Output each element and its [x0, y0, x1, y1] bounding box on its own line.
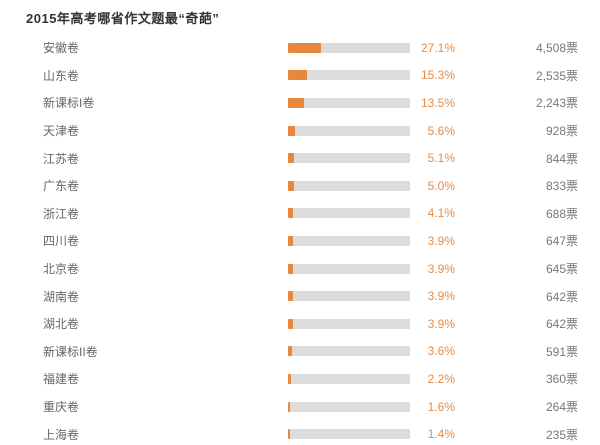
percent-value: 5.0%: [427, 178, 455, 193]
percent-value: 2.2%: [427, 371, 455, 386]
vote-count: 591票: [545, 344, 578, 359]
percent-value: 5.6%: [427, 123, 455, 138]
bar-fill: [288, 291, 293, 302]
vote-count: 928票: [545, 124, 578, 139]
row-label: 山东卷: [43, 68, 80, 83]
row-label: 天津卷: [43, 124, 80, 139]
poll-row: 北京卷 3.9% 645票: [0, 255, 600, 283]
vote-count: 2,535票: [535, 68, 578, 83]
bar-track: [288, 318, 410, 329]
percent-value: 1.4%: [427, 427, 455, 442]
poll-row: 新课标I卷 13.5% 2,243票: [0, 89, 600, 117]
bar-track: [288, 208, 410, 219]
percent-value: 3.6%: [427, 344, 455, 359]
bar-track: [288, 125, 410, 136]
row-label: 广东卷: [43, 179, 80, 194]
poll-row: 福建卷 2.2% 360票: [0, 365, 600, 393]
poll-title: 2015年高考哪省作文题最“奇葩”: [26, 11, 220, 26]
bar-track: [288, 429, 410, 440]
bar-track: [288, 42, 410, 53]
bar-fill: [288, 401, 290, 412]
poll-row: 浙江卷 4.1% 688票: [0, 200, 600, 228]
vote-count: 688票: [545, 206, 578, 221]
bar-fill: [288, 346, 293, 357]
poll-row: 江苏卷 5.1% 844票: [0, 144, 600, 172]
row-label: 福建卷: [43, 372, 80, 387]
vote-count: 4,508票: [535, 41, 578, 56]
vote-count: 360票: [545, 372, 578, 387]
row-label: 浙江卷: [43, 206, 80, 221]
poll-row: 新课标II卷 3.6% 591票: [0, 338, 600, 366]
bar-track: [288, 346, 410, 357]
vote-count: 647票: [545, 234, 578, 249]
poll-row: 山东卷 15.3% 2,535票: [0, 62, 600, 90]
bar-fill: [288, 263, 293, 274]
percent-value: 4.1%: [427, 206, 455, 221]
poll-row: 四川卷 3.9% 647票: [0, 227, 600, 255]
percent-value: 3.9%: [427, 289, 455, 304]
vote-count: 2,243票: [535, 96, 578, 111]
poll-row: 湖南卷 3.9% 642票: [0, 282, 600, 310]
bar-fill: [288, 235, 293, 246]
percent-value: 3.9%: [427, 261, 455, 276]
percent-value: 15.3%: [420, 68, 455, 83]
row-label: 北京卷: [43, 262, 80, 277]
row-label: 湖南卷: [43, 289, 80, 304]
poll-row: 上海卷 1.4% 235票: [0, 420, 600, 445]
bar-track: [288, 70, 410, 81]
bar-fill: [288, 208, 293, 219]
bar-track: [288, 373, 410, 384]
row-label: 四川卷: [43, 234, 80, 249]
vote-count: 844票: [545, 151, 578, 166]
bar-track: [288, 97, 410, 108]
bar-fill: [288, 429, 290, 440]
bar-fill: [288, 97, 305, 108]
bar-fill: [288, 318, 293, 329]
vote-count: 235票: [545, 427, 578, 442]
row-label: 重庆卷: [43, 400, 80, 415]
percent-value: 13.5%: [420, 95, 455, 110]
vote-count: 833票: [545, 179, 578, 194]
bar-fill: [288, 180, 295, 191]
vote-count: 642票: [545, 289, 578, 304]
row-label: 新课标II卷: [43, 344, 98, 359]
percent-value: 5.1%: [427, 151, 455, 166]
bar-fill: [288, 42, 322, 53]
poll-row: 安徽卷 27.1% 4,508票: [0, 34, 600, 62]
bar-track: [288, 235, 410, 246]
poll-row: 天津卷 5.6% 928票: [0, 117, 600, 145]
poll-row: 重庆卷 1.6% 264票: [0, 393, 600, 421]
percent-value: 27.1%: [420, 40, 455, 55]
vote-count: 642票: [545, 317, 578, 332]
poll-row: 湖北卷 3.9% 642票: [0, 310, 600, 338]
bar-track: [288, 180, 410, 191]
row-label: 湖北卷: [43, 317, 80, 332]
bar-track: [288, 401, 410, 412]
row-label: 上海卷: [43, 427, 80, 442]
bar-track: [288, 291, 410, 302]
vote-count: 264票: [545, 400, 578, 415]
row-label: 新课标I卷: [43, 96, 95, 111]
bar-fill: [288, 153, 295, 164]
poll-row: 广东卷 5.0% 833票: [0, 172, 600, 200]
row-label: 安徽卷: [43, 41, 80, 56]
vote-count: 645票: [545, 262, 578, 277]
bar-fill: [288, 70, 307, 81]
poll-rows: 安徽卷 27.1% 4,508票 山东卷 15.3% 2,535票 新课标I卷 …: [0, 34, 600, 445]
bar-fill: [288, 373, 291, 384]
row-label: 江苏卷: [43, 151, 80, 166]
bar-track: [288, 263, 410, 274]
percent-value: 1.6%: [427, 399, 455, 414]
bar-fill: [288, 125, 295, 136]
bar-track: [288, 153, 410, 164]
percent-value: 3.9%: [427, 233, 455, 248]
percent-value: 3.9%: [427, 316, 455, 331]
